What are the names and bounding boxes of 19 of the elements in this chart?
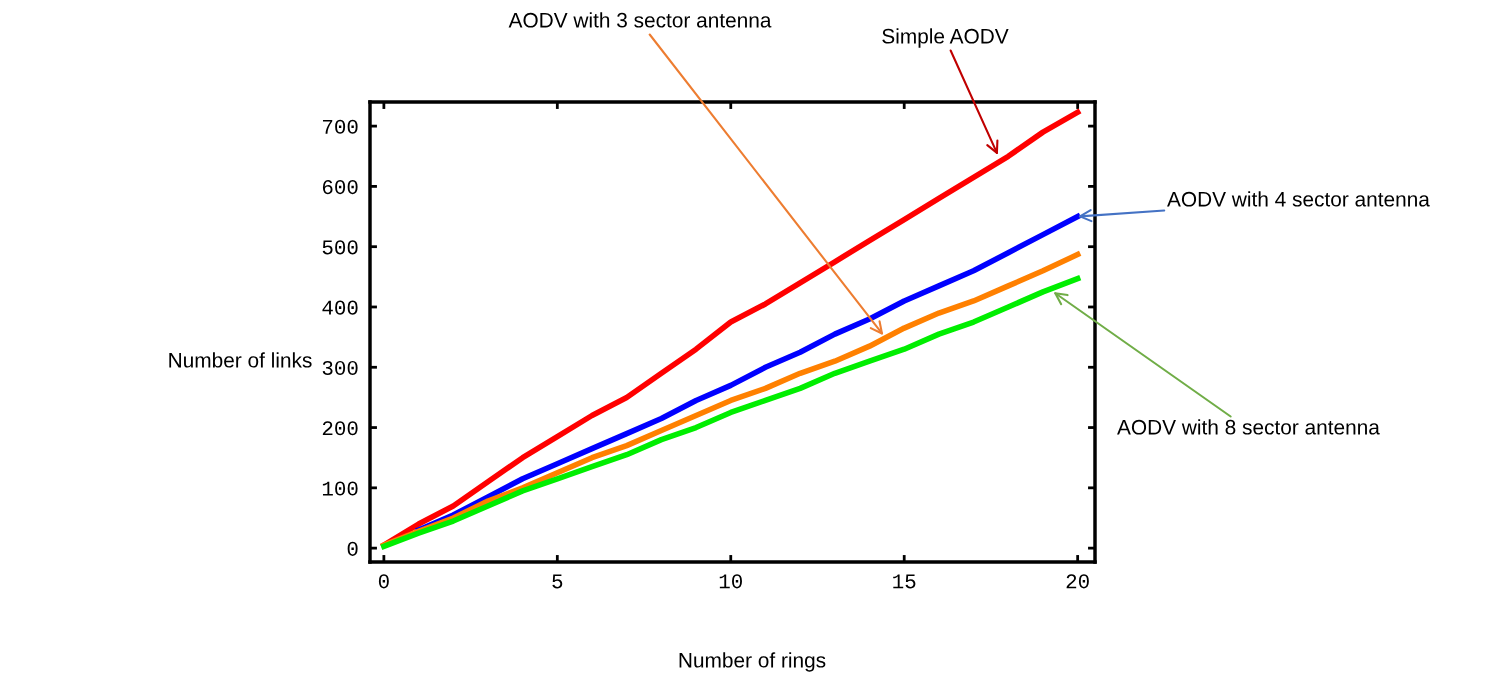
y-axis-title: Number of links	[169, 352, 312, 368]
y-tick-label: 500	[322, 240, 358, 255]
x-axis-title: Number of rings	[679, 652, 826, 672]
y-tick-label: 0	[347, 541, 358, 556]
x-tick-label: 15	[893, 574, 916, 589]
y-tick-label: 300	[322, 360, 358, 376]
x-tick-label: 20	[1066, 574, 1089, 589]
annotation: AODV with 4 sector antenna	[1167, 191, 1430, 207]
annotation: AODV with 3 sector antenna	[508, 12, 772, 28]
x-tick-label: 10	[719, 574, 742, 589]
x-tick-label: 5	[552, 574, 563, 589]
y-tick-label: 400	[322, 300, 358, 315]
y-tick-label: 700	[322, 119, 358, 134]
x-tick-label: 0	[378, 574, 389, 589]
y-tick-label: 600	[322, 180, 358, 195]
y-tick-label: 100	[322, 481, 358, 496]
annotation: AODV with 8 sector antenna	[1117, 419, 1380, 435]
y-tick-label: 200	[322, 421, 358, 436]
annotation: Simple AODV	[882, 28, 1009, 48]
